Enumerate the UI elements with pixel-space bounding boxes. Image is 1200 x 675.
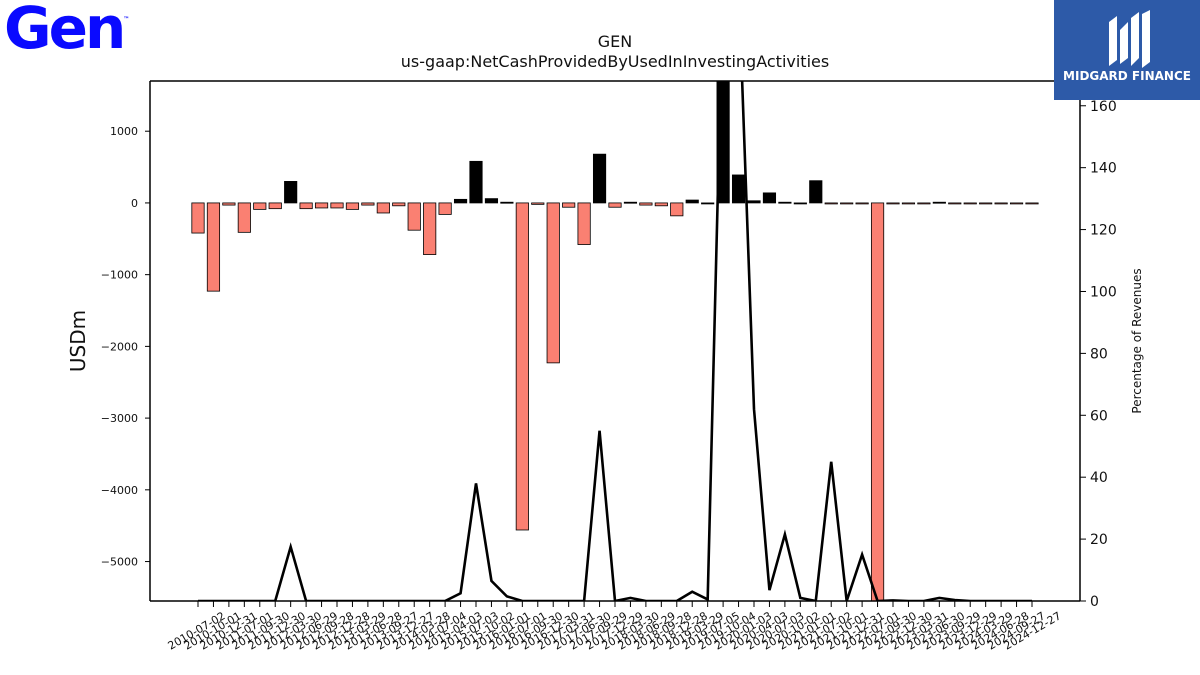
bar: [701, 202, 715, 205]
midgard-finance-text: MIDGARD FINANCE: [1063, 69, 1191, 83]
bar: [407, 202, 421, 231]
y-tick-label: −4000: [101, 484, 138, 497]
bars-group: [191, 81, 1039, 601]
bar: [222, 202, 236, 206]
chart-title-block: GEN us-gaap:NetCashProvidedByUsedInInves…: [150, 32, 1080, 72]
bar: [392, 202, 406, 207]
y-tick-label: 0: [131, 197, 138, 210]
midgard-emblem-icon: [1054, 0, 1200, 100]
y2-tick-label: 100: [1090, 284, 1117, 300]
bar: [654, 202, 668, 207]
y2-tick-label: 140: [1090, 161, 1117, 177]
bar: [932, 201, 946, 204]
percentage-of-revenues-line: [198, 81, 1032, 601]
bar: [840, 202, 854, 205]
bar: [562, 202, 576, 208]
bar: [284, 181, 298, 204]
ticks-group: 1000 0 −1000 −2000 −3000 −4000 −5000 0 20 40 60 80 1…: [101, 99, 1117, 653]
bar: [500, 201, 514, 204]
bar: [994, 202, 1008, 205]
bar: [577, 202, 591, 245]
bar: [299, 202, 313, 210]
bar: [515, 202, 529, 531]
bar: [268, 202, 282, 210]
y-tick-label: −5000: [101, 556, 138, 569]
bar: [979, 202, 993, 205]
y2-tick-label: 40: [1090, 470, 1108, 486]
bar: [886, 202, 900, 205]
y-tick-label: −2000: [101, 340, 138, 353]
y-tick-label: −3000: [101, 412, 138, 425]
y2-tick-label: 0: [1090, 594, 1099, 610]
bar: [423, 202, 437, 255]
bar: [345, 202, 360, 210]
bar: [778, 201, 792, 204]
y2-tick-label: 80: [1090, 346, 1108, 362]
bar: [191, 202, 205, 234]
bar: [237, 202, 251, 233]
bar: [376, 202, 390, 214]
bar: [670, 202, 684, 217]
bar: [855, 202, 869, 205]
bar: [206, 202, 221, 292]
y2-tick-label: 160: [1090, 99, 1117, 115]
y-tick-label: −1000: [101, 269, 138, 282]
bar: [639, 202, 653, 206]
y2-tick-label: 120: [1090, 223, 1117, 239]
bar: [1009, 202, 1024, 205]
bar: [685, 199, 699, 204]
y-axis-label: USDm: [66, 310, 90, 372]
line-group: [198, 81, 1032, 601]
y-tick-label: 1000: [110, 125, 138, 138]
bar: [531, 202, 545, 205]
bar: [438, 202, 452, 215]
bar: [963, 202, 977, 205]
bar: [901, 202, 916, 205]
gen-logo-text: Gen: [4, 0, 126, 62]
y2-tick-label: 20: [1090, 532, 1108, 548]
bar: [917, 202, 931, 205]
bar: [731, 174, 746, 204]
chart-title: GEN: [597, 32, 633, 51]
gen-logo-tm: ™: [123, 16, 130, 23]
bar: [793, 202, 807, 205]
bar: [608, 202, 622, 208]
bar: [747, 200, 761, 204]
bar: [330, 202, 344, 209]
bar: [762, 192, 777, 204]
bar: [361, 202, 375, 206]
bar: [1025, 202, 1039, 205]
bar: [314, 202, 329, 209]
bar: [469, 160, 483, 204]
chart-subtitle: us-gaap:NetCashProvidedByUsedInInvesting…: [400, 52, 830, 71]
bar: [453, 198, 468, 204]
bar: [948, 202, 962, 205]
bar: [546, 202, 560, 364]
y2-tick-label: 60: [1090, 408, 1108, 424]
bar: [809, 180, 823, 204]
bar: [592, 153, 607, 204]
bar: [623, 201, 638, 204]
axes-group: [149, 80, 1081, 602]
bar: [824, 202, 838, 205]
bar: [484, 198, 499, 204]
gen-logo: Gen™: [4, 0, 129, 62]
y2-axis-label: Percentage of Revenues: [1130, 268, 1144, 413]
bar: [870, 202, 885, 601]
midgard-finance-logo: MIDGARD FINANCE: [1054, 0, 1200, 100]
bar: [253, 202, 267, 210]
